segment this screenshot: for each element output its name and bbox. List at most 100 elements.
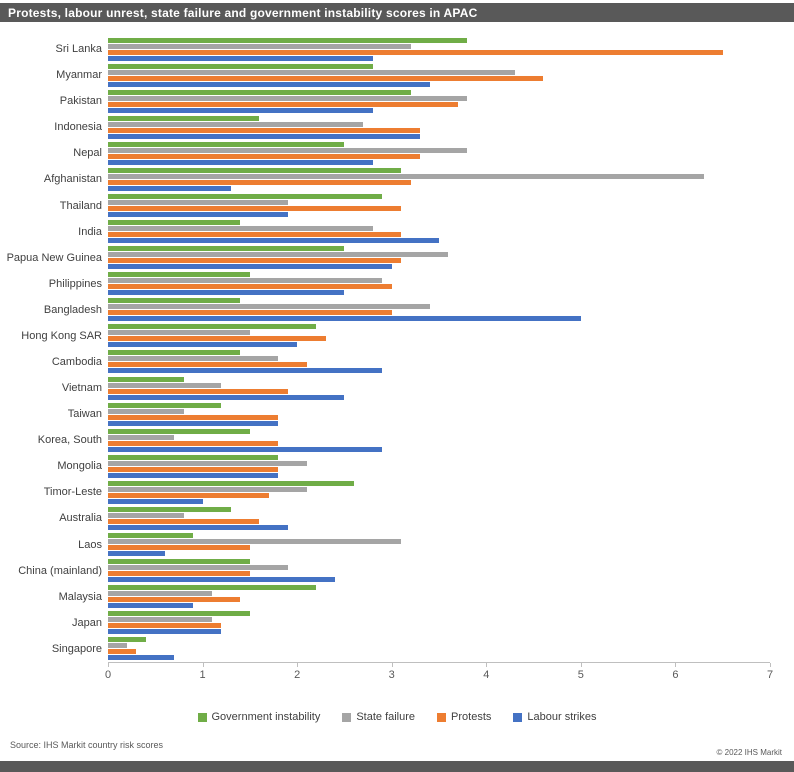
state-failure-bar [108,460,307,466]
x-axis: 0 1 2 3 4 5 6 7 [105,662,774,685]
government-instability-bar [108,559,250,565]
protests-bar [108,206,402,211]
state-failure-bar [108,356,279,362]
labour-strikes-bar [108,472,279,478]
legend-label-state-failure: State failure [356,711,416,723]
protests-bar [108,336,326,342]
chart-row: Malaysia [6,584,770,610]
protests-bar [108,101,458,107]
government-instability-bar [108,324,317,330]
chart-row: Vietnam [6,375,770,401]
labour-strikes-bar [108,185,231,191]
state-failure-bar [108,591,212,597]
government-instability-bar [108,272,250,278]
category-label: Indonesia [54,121,102,134]
x-tick-label: 7 [766,669,774,681]
chart-row: Bangladesh [6,297,770,323]
chart-row: Korea, South [6,427,770,453]
chart-row: Indonesia [6,114,770,140]
state-failure-bar [108,200,288,205]
protests-bar [108,466,279,472]
bar-group [108,219,770,245]
x-tick-mark [108,663,109,667]
bar-group [108,401,770,427]
labour-strikes-bar [108,159,373,165]
plot-rows: Sri Lanka Myanmar Pakistan Indonesia Nepal Af… [6,36,770,662]
chart-row: Japan [6,610,770,636]
bar-group [108,531,770,557]
protests-bar [108,153,421,159]
legend-swatch-labour-strikes [513,712,523,722]
bar-group [108,375,770,401]
government-instability-bar [108,246,345,252]
chart-row: Taiwan [6,401,770,427]
bar-group [108,427,770,453]
chart-row: Papua New Guinea [6,245,770,271]
government-instability-bar [108,194,383,199]
bar-group [108,88,770,114]
labour-strikes-bar [108,290,345,296]
category-label: Philippines [48,277,102,290]
bar-group [108,297,770,323]
protests-bar [108,571,250,577]
category-label: Australia [59,512,102,525]
category-label: Malaysia [58,590,102,603]
copyright-note: © 2022 IHS Markit [716,748,782,757]
government-instability-bar [108,428,250,434]
legend-label-protests: Protests [451,711,492,723]
chart-row: Singapore [6,636,770,662]
state-failure-bar [108,278,383,284]
labour-strikes-bar [108,107,373,113]
plot-area: Sri Lanka Myanmar Pakistan Indonesia Nepal Af… [6,36,770,662]
government-instability-bar [108,63,373,69]
government-instability-bar [108,141,345,147]
bar-group [108,584,770,610]
bar-group [108,558,770,584]
x-tick-label: 1 [199,669,206,681]
bar-group [108,192,770,218]
x-tick-label: 5 [577,669,584,681]
state-failure-bar [108,512,184,518]
category-label: Mongolia [57,460,102,473]
state-failure-bar [108,382,222,388]
source-note: Source: IHS Markit country risk scores [10,740,164,750]
protests-bar [108,232,402,238]
protests-bar [108,623,222,629]
chart-row: Nepal [6,140,770,166]
legend-label-government-instability: Government instability [211,711,321,723]
chart-row: India [6,219,770,245]
labour-strikes-bar [108,603,194,609]
protests-bar [108,127,421,133]
chart-row: Laos [6,531,770,557]
labour-strikes-bar [108,133,421,139]
protests-bar [108,597,241,603]
category-label: Japan [72,616,102,629]
legend-label-labour-strikes: Labour strikes [527,711,597,723]
chart-row: Thailand [6,192,770,218]
state-failure-bar [108,330,250,336]
labour-strikes-bar [108,524,288,530]
state-failure-bar [108,121,364,127]
category-label: Sri Lanka [55,43,102,56]
labour-strikes-bar [108,264,392,270]
bar-group [108,505,770,531]
category-label: India [78,225,102,238]
category-label: Laos [78,538,102,551]
chart-row: China (mainland) [6,558,770,584]
chart-row: Cambodia [6,349,770,375]
category-label: Afghanistan [43,173,102,186]
chart-row: Afghanistan [6,166,770,192]
bar-group [108,636,770,662]
legend-swatch-protests [437,712,447,722]
bar-group [108,36,770,62]
protests-bar [108,362,307,368]
state-failure-bar [108,617,212,623]
category-label: Timor-Leste [43,486,102,499]
category-label: Korea, South [37,434,102,447]
bar-group [108,349,770,375]
labour-strikes-bar [108,420,279,426]
legend-item-protests: Protests [437,711,491,723]
labour-strikes-bar [108,577,335,583]
labour-strikes-bar [108,629,222,635]
government-instability-bar [108,350,241,356]
